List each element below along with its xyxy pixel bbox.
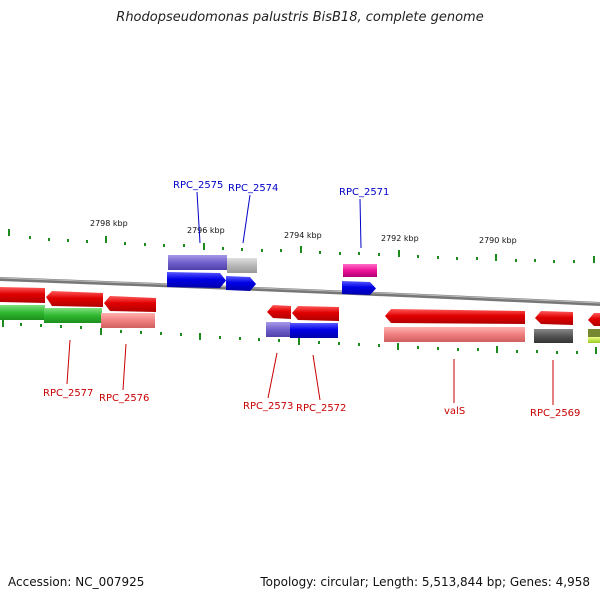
feature-bar[interactable] <box>588 337 600 343</box>
feature-bar[interactable] <box>588 329 600 337</box>
reverse-strand-features <box>0 287 600 343</box>
gene-arrow-rpc-2577[interactable] <box>46 291 103 307</box>
scale-label: 2792 kbp <box>381 234 419 243</box>
accession-text: Accession: NC_007925 <box>8 575 145 589</box>
scale-label: 2796 kbp <box>187 226 225 235</box>
genome-summary-text: Topology: circular; Length: 5,513,844 bp… <box>260 575 590 589</box>
gene-arrow-rpc-2572[interactable] <box>292 306 339 321</box>
gene-arrow-rpc-2573[interactable] <box>267 305 291 319</box>
gene-label[interactable]: RPC_2577 <box>43 388 93 399</box>
gene-label[interactable]: RPC_2572 <box>296 403 346 414</box>
feature-bar[interactable] <box>0 305 45 320</box>
gene-arrow-vals[interactable] <box>385 309 525 324</box>
gene-arrow-rpc-2576[interactable] <box>104 296 156 312</box>
scale-label: 2798 kbp <box>90 219 128 228</box>
feature-bar[interactable] <box>101 313 155 328</box>
gene-arrow-rpc-2571[interactable] <box>342 281 376 295</box>
gene-arrow-edge[interactable] <box>588 313 600 326</box>
genome-backbone <box>0 277 600 306</box>
gene-arrow-rpc-2578[interactable] <box>0 287 45 303</box>
feature-bar[interactable] <box>384 327 525 342</box>
gene-arrow-rpc-2575[interactable] <box>167 272 226 288</box>
feature-bar[interactable] <box>227 258 257 273</box>
genome-title: Rhodopseudomonas palustris BisB18, compl… <box>116 10 484 25</box>
scale-ticks-lower <box>2 320 597 354</box>
gene-arrow-rpc-2574[interactable] <box>226 276 256 291</box>
forward-strand-features <box>167 255 377 295</box>
leader-lines-top <box>196 191 362 249</box>
gene-label[interactable]: RPC_2575 <box>173 180 223 191</box>
gene-arrow-rpc-2569[interactable] <box>535 311 573 325</box>
feature-bar[interactable] <box>44 308 102 323</box>
gene-label[interactable]: RPC_2576 <box>99 393 149 404</box>
gene-label[interactable]: RPC_2569 <box>530 408 580 419</box>
feature-bar[interactable] <box>343 264 377 277</box>
feature-bar[interactable] <box>534 329 573 343</box>
gene-label[interactable]: RPC_2571 <box>339 187 389 198</box>
feature-bar[interactable] <box>266 322 291 337</box>
scale-ticks-upper <box>8 229 595 263</box>
feature-bar[interactable] <box>168 255 227 270</box>
gene-label[interactable]: valS <box>444 406 465 417</box>
leader-lines-bottom <box>66 339 554 405</box>
gene-label[interactable]: RPC_2573 <box>243 401 293 412</box>
scale-label: 2790 kbp <box>479 236 517 245</box>
gene-label[interactable]: RPC_2574 <box>228 183 278 194</box>
scale-label: 2794 kbp <box>284 231 322 240</box>
feature-bar[interactable] <box>290 323 338 338</box>
